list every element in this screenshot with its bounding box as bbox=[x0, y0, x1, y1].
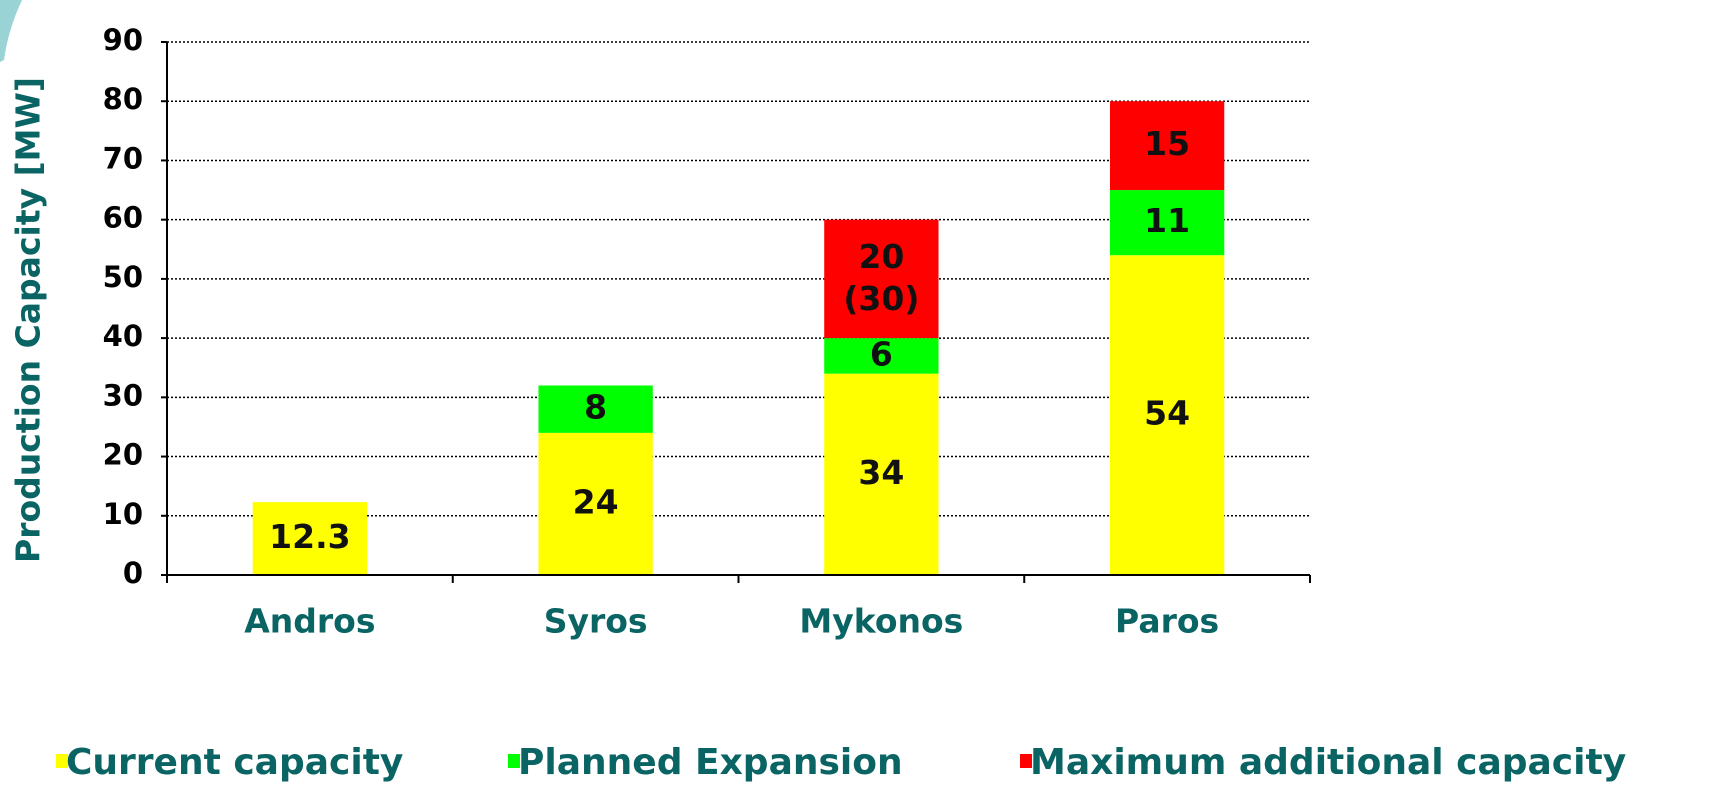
y-tick-label: 10 bbox=[103, 497, 143, 531]
bar-segment bbox=[1109, 101, 1225, 191]
data-label: 54 bbox=[1144, 394, 1190, 433]
y-tick-label: 40 bbox=[103, 319, 143, 353]
y-tick-label: 80 bbox=[103, 82, 143, 116]
data-label: 20 (30) bbox=[843, 236, 919, 317]
data-label: 11 bbox=[1144, 201, 1190, 240]
data-label: 15 bbox=[1144, 124, 1190, 163]
x-tick-label: Andros bbox=[244, 602, 375, 641]
data-label: 34 bbox=[858, 453, 904, 492]
legend-swatch bbox=[508, 754, 520, 768]
bar-segment bbox=[1109, 190, 1225, 256]
data-label: 12.3 bbox=[269, 517, 350, 556]
bar-segment bbox=[538, 385, 653, 433]
bar-segment bbox=[252, 502, 368, 575]
legend-label: Planned Expansion bbox=[518, 742, 903, 783]
y-axis-label: Production Capacity [MW] bbox=[9, 77, 48, 563]
bar-segment bbox=[1109, 255, 1225, 575]
bar-segment bbox=[824, 338, 939, 374]
y-tick-label: 50 bbox=[103, 260, 143, 294]
y-tick-label: 30 bbox=[103, 378, 143, 412]
x-tick-label: Mykonos bbox=[799, 602, 963, 641]
bar-segment bbox=[824, 373, 939, 575]
legend-swatch bbox=[56, 754, 68, 768]
data-label: 8 bbox=[584, 388, 607, 427]
legend-label: Current capacity bbox=[66, 742, 403, 783]
y-tick-label: 0 bbox=[123, 556, 143, 590]
data-label: 6 bbox=[870, 334, 893, 373]
decoration bbox=[0, 0, 22, 62]
x-tick-label: Syros bbox=[544, 602, 648, 641]
bar-segment bbox=[538, 432, 653, 575]
bar-segment bbox=[824, 219, 939, 339]
legend-label: Maximum additional capacity bbox=[1030, 742, 1626, 783]
data-label: 24 bbox=[573, 482, 619, 521]
y-tick-label: 60 bbox=[103, 201, 143, 235]
y-tick-label: 90 bbox=[103, 23, 143, 57]
legend-swatch bbox=[1020, 754, 1032, 768]
x-tick-label: Paros bbox=[1115, 602, 1219, 641]
y-tick-label: 70 bbox=[103, 141, 143, 175]
y-tick-label: 20 bbox=[103, 438, 143, 472]
